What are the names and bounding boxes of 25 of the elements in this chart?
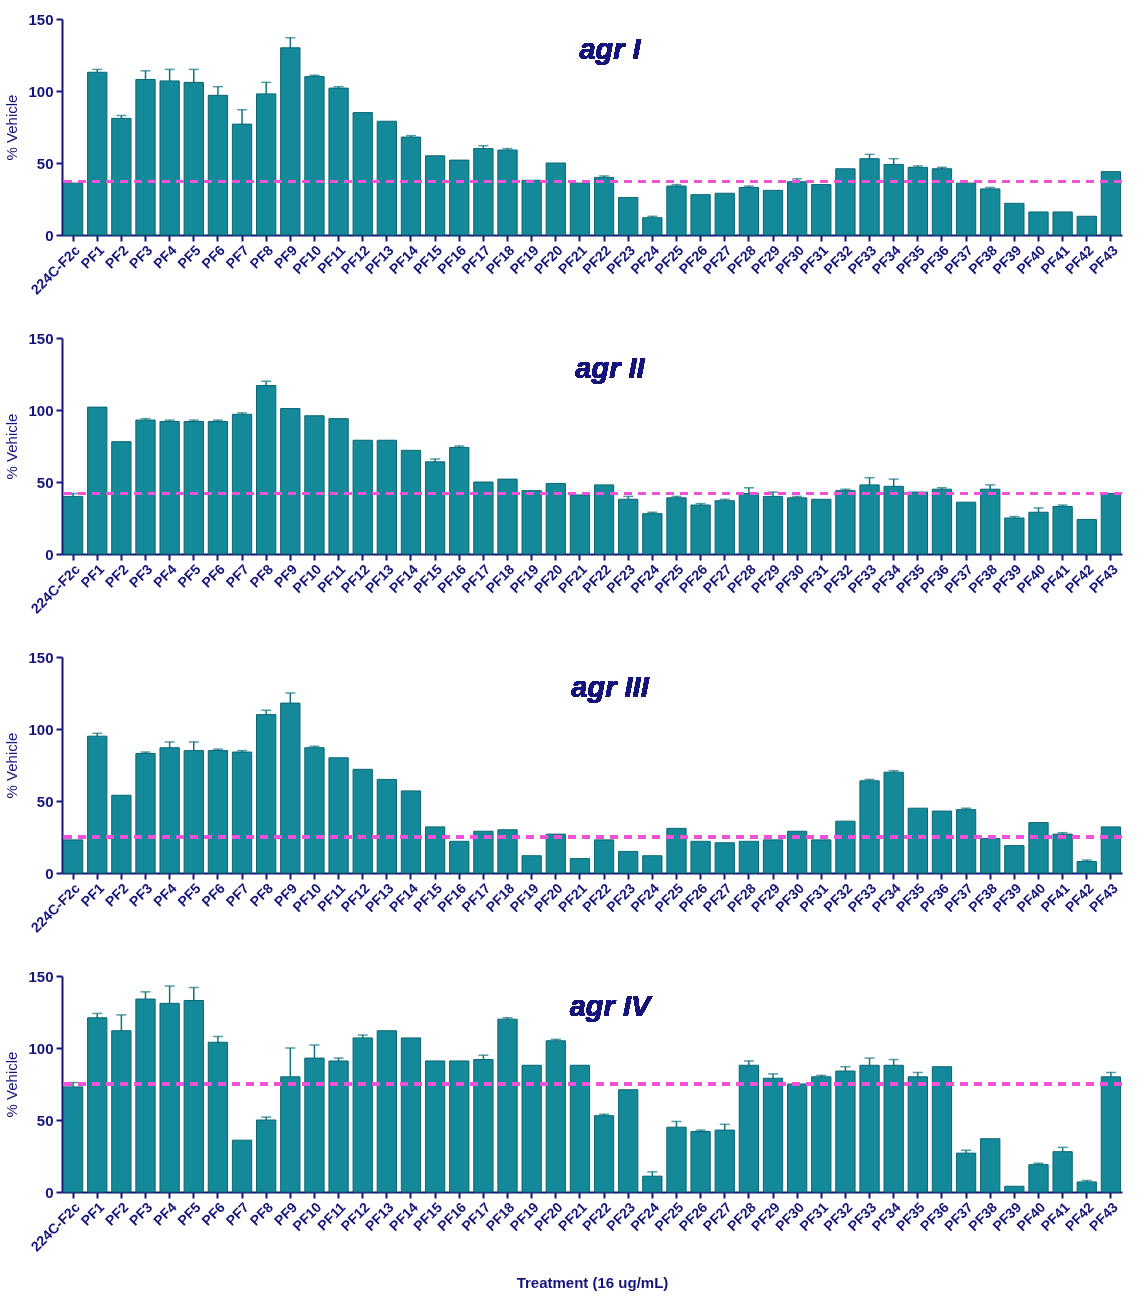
y-tick-label: 0 (45, 226, 54, 244)
y-tick-label: 100 (28, 720, 54, 738)
text: agr IV (569, 990, 653, 1022)
x-axis-title: Treatment (16 ug/mL) (516, 1274, 669, 1292)
y-tick-label: 0 (45, 545, 54, 563)
y-tick-label: 0 (45, 1183, 54, 1201)
text: agr II (575, 352, 646, 384)
y-tick-label: 150 (28, 648, 54, 666)
y-axis-title: % Vehicle (3, 94, 21, 161)
y-tick-label: 50 (36, 154, 54, 172)
y-tick-label: 0 (45, 864, 54, 882)
y-axis-title: % Vehicle (3, 413, 21, 480)
y-tick-label: 150 (28, 10, 54, 28)
y-tick-label: 150 (28, 967, 54, 985)
y-tick-label: 100 (28, 82, 54, 100)
y-tick-label: 100 (28, 401, 54, 419)
y-tick-label: 100 (28, 1039, 54, 1057)
y-tick-label: 50 (36, 1111, 54, 1129)
y-tick-label: 50 (36, 473, 54, 491)
y-axis-title: % Vehicle (3, 732, 21, 799)
text: agr III (571, 671, 650, 703)
y-axis-title: % Vehicle (3, 1051, 21, 1118)
text: agr I (579, 33, 642, 65)
y-tick-label: 50 (36, 792, 54, 810)
y-tick-label: 150 (28, 329, 54, 347)
